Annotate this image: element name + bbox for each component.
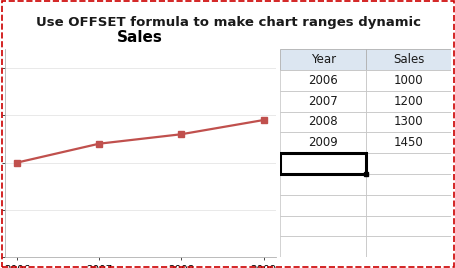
- Bar: [365, 91, 450, 111]
- Bar: [280, 216, 365, 236]
- Bar: [365, 49, 450, 70]
- Bar: [365, 70, 450, 91]
- Text: 1200: 1200: [393, 95, 423, 108]
- Bar: [365, 111, 450, 132]
- Title: Sales: Sales: [117, 30, 163, 45]
- Bar: [365, 236, 450, 257]
- Text: 2006: 2006: [308, 74, 337, 87]
- Bar: [280, 153, 365, 174]
- Bar: [280, 174, 365, 195]
- Text: Sales: Sales: [392, 53, 424, 66]
- Bar: [280, 111, 365, 132]
- Bar: [280, 91, 365, 111]
- Text: Use OFFSET formula to make chart ranges dynamic: Use OFFSET formula to make chart ranges …: [35, 16, 420, 29]
- Text: 1000: 1000: [393, 74, 423, 87]
- Text: 2007: 2007: [308, 95, 337, 108]
- Text: 2008: 2008: [308, 116, 337, 128]
- Bar: [280, 195, 365, 216]
- Bar: [365, 174, 450, 195]
- Text: Year: Year: [310, 53, 335, 66]
- Bar: [365, 153, 450, 174]
- Bar: [365, 216, 450, 236]
- Bar: [280, 132, 365, 153]
- Bar: [280, 236, 365, 257]
- Bar: [365, 195, 450, 216]
- Bar: [280, 70, 365, 91]
- Bar: [280, 49, 365, 70]
- Text: 2009: 2009: [308, 136, 337, 149]
- Text: 1450: 1450: [393, 136, 423, 149]
- Bar: [280, 153, 365, 174]
- Text: 1300: 1300: [393, 116, 423, 128]
- Bar: [365, 132, 450, 153]
